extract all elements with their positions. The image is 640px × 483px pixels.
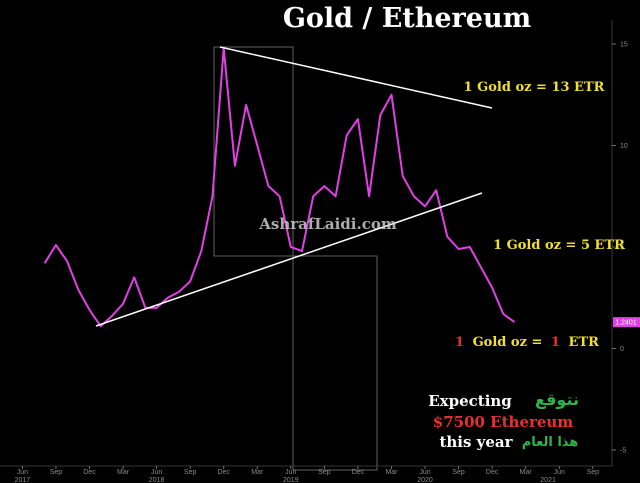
year-label: 2021 [540, 477, 556, 483]
annotation: Expecting [428, 392, 512, 410]
range-box [213, 46, 294, 257]
y-tick-label: 15 [620, 42, 628, 49]
x-tick-label: Dec [83, 469, 96, 476]
annotation-part: 1 [551, 335, 560, 350]
annotation: نتوقع [535, 390, 579, 409]
x-tick-label: Jun [151, 469, 162, 476]
y-tick-label: -5 [620, 448, 626, 455]
x-tick-label: Sep [50, 469, 63, 476]
chart-title: Gold / Ethereum [283, 3, 531, 34]
watermark: AshrafLaidi.com [258, 215, 397, 233]
annotation-part: ETR [569, 335, 600, 350]
series-line [43, 47, 516, 328]
annotation-part: 1 [455, 335, 464, 350]
x-tick-label: Sep [587, 469, 600, 476]
x-tick-label: Sep [184, 469, 197, 476]
x-tick-label: Sep [452, 469, 465, 476]
annotation: هذا العام [522, 435, 579, 450]
x-tick-label: Jun [419, 469, 430, 476]
annotation: 1 Gold oz = 1 ETR [455, 335, 599, 350]
annotation: $7500 Ethereum [433, 413, 574, 431]
annotation-part: Gold oz = [473, 335, 543, 350]
year-label: 2019 [283, 477, 299, 483]
year-label: 2020 [417, 477, 433, 483]
x-tick-label: Mar [520, 469, 533, 476]
x-tick-label: Dec [352, 469, 365, 476]
x-tick-label: Jun [554, 469, 565, 476]
x-tick-label: Mar [117, 469, 130, 476]
x-tick-label: Sep [318, 469, 331, 476]
annotation: 1 Gold oz = 5 ETR [493, 238, 625, 253]
x-tick-label: Jun [17, 469, 28, 476]
x-tick-label: Mar [385, 469, 398, 476]
y-tick-label: 5 [620, 245, 624, 252]
y-tick-label: 10 [620, 143, 628, 150]
x-tick-label: Dec [486, 469, 499, 476]
trend-line [219, 46, 493, 109]
last-value-label: 1.2401 [615, 320, 637, 327]
trend-line [95, 192, 483, 327]
x-tick-label: Dec [217, 469, 230, 476]
range-box [292, 255, 378, 471]
last-value-box [613, 317, 640, 328]
annotation: this year [439, 433, 513, 451]
year-label: 2018 [149, 477, 165, 483]
y-tick-label: 0 [620, 346, 624, 353]
x-tick-label: Jun [285, 469, 296, 476]
annotation: 1 Gold oz = 13 ETR [464, 80, 605, 95]
year-label: 2017 [15, 477, 31, 483]
x-tick-label: Mar [251, 469, 264, 476]
